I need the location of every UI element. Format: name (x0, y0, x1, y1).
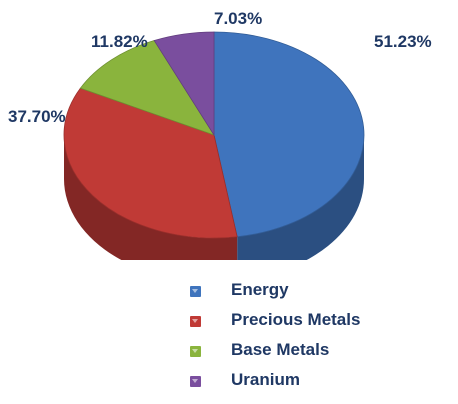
pie-slice-energy (213, 31, 365, 238)
legend-label-energy: Energy (231, 280, 289, 299)
legend-label-base-metals: Base Metals (231, 340, 330, 359)
pie-slice-uranium (153, 31, 215, 137)
legend-swatch-energy (190, 286, 201, 297)
pie-chart (63, 31, 365, 260)
pie-side-energy (237, 135, 364, 260)
legend-swatch-precious-metals (190, 316, 201, 327)
legend-swatch-base-metals (190, 346, 201, 357)
pie-top (63, 31, 365, 239)
data-label-energy: 51.23% (374, 32, 432, 51)
data-label-base-metals: 11.82% (91, 32, 148, 51)
pie-slice-base-metals (79, 40, 215, 136)
legend-label-precious-metals: Precious Metals (231, 310, 361, 329)
data-label-precious-metals: 37.70% (8, 107, 66, 126)
legend-label-uranium: Uranium (231, 370, 300, 389)
pie-side-precious-metals (64, 135, 238, 260)
pie-slice-precious-metals (63, 87, 238, 239)
legend-swatch-uranium (190, 376, 201, 387)
pie-sides (64, 135, 364, 260)
data-label-uranium: 7.03% (214, 9, 263, 28)
